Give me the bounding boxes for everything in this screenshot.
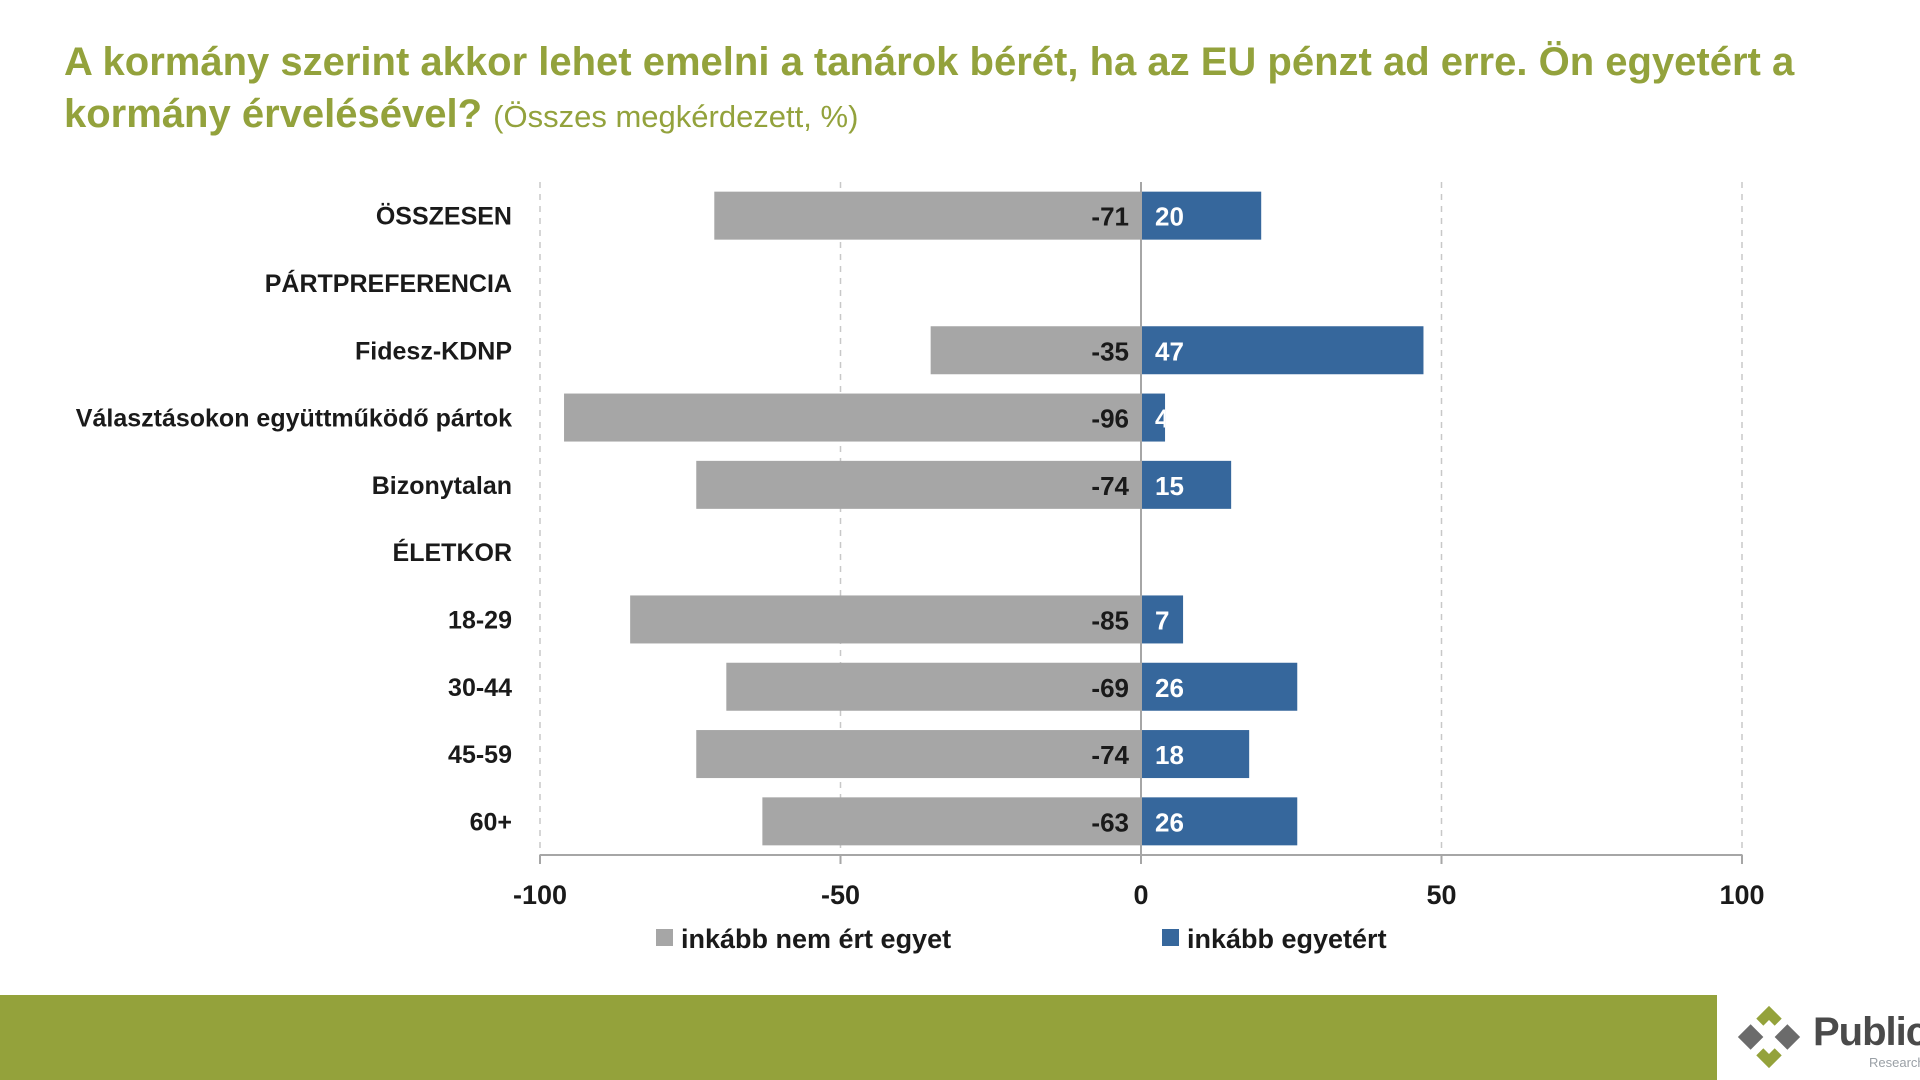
- data-label-agree: 26: [1155, 673, 1184, 703]
- bar-agree: [1141, 595, 1184, 644]
- legend-label: inkább egyetért: [1187, 924, 1387, 954]
- legend-swatch: [1162, 929, 1179, 946]
- legend-swatch: [656, 929, 673, 946]
- category-label: 30-44: [448, 674, 512, 702]
- bar-disagree: [696, 730, 1141, 779]
- bar-agree: [1141, 326, 1424, 375]
- data-label-agree: 4: [1155, 404, 1170, 434]
- chart-x-axis: -100 -50 0 50 100: [513, 182, 1765, 910]
- data-label-disagree: -63: [1091, 807, 1129, 837]
- publicus-logo-mark: [1737, 1005, 1801, 1069]
- bar-disagree: [762, 797, 1141, 846]
- chart-title-main: A kormány szerint akkor lehet emelni a t…: [64, 40, 1795, 136]
- data-label-disagree: -96: [1091, 404, 1129, 434]
- data-label-disagree: -74: [1091, 471, 1129, 501]
- chart-category-labels: ÖSSZESEN PÁRTPREFERENCIA Fidesz-KDNP Válasz…: [76, 202, 512, 837]
- publicus-logo-tagline: Research: [1869, 1055, 1920, 1070]
- chart-grid: [539, 182, 1743, 855]
- bar-disagree: [714, 191, 1141, 240]
- bar-agree: [1141, 191, 1262, 240]
- x-tick-label: 0: [1133, 880, 1148, 910]
- category-label: Bizonytalan: [372, 472, 512, 500]
- data-label-agree: 47: [1155, 336, 1184, 366]
- publicus-logo-brand: Publicus: [1813, 1010, 1920, 1054]
- data-label-agree: 7: [1155, 605, 1169, 635]
- data-label-disagree: -69: [1091, 673, 1129, 703]
- x-tick-label: 100: [1719, 880, 1764, 910]
- data-label-disagree: -35: [1091, 336, 1129, 366]
- footer-bar: [0, 995, 1717, 1080]
- bar-disagree: [726, 662, 1141, 711]
- bar-disagree: [564, 393, 1141, 442]
- x-tick-label: 50: [1426, 880, 1456, 910]
- bar-chart: -71 20 -35 47 -96 4 -74 15 -85 7 -69 26 -74 18 -63 26 Ö…: [76, 182, 1765, 954]
- data-label-disagree: -74: [1091, 740, 1129, 770]
- data-label-agree: 18: [1155, 740, 1184, 770]
- category-label: 60+: [470, 808, 512, 836]
- data-label-disagree: -71: [1091, 202, 1129, 232]
- bar-agree: [1141, 393, 1166, 442]
- category-label: ÉLETKOR: [393, 538, 512, 567]
- bar-agree: [1141, 662, 1298, 711]
- chart-legend: inkább nem ért egyet inkább egyetért: [656, 924, 1387, 954]
- bar-agree: [1141, 797, 1298, 846]
- publicus-logo: Publicus Research: [1717, 995, 1920, 1080]
- x-tick-label: -100: [513, 880, 567, 910]
- data-label-agree: 20: [1155, 202, 1184, 232]
- data-label-agree: 15: [1155, 471, 1184, 501]
- bar-agree: [1141, 730, 1250, 779]
- category-label: ÖSSZESEN: [376, 202, 512, 231]
- category-label: 45-59: [448, 741, 512, 769]
- category-label: PÁRTPREFERENCIA: [265, 269, 512, 298]
- x-tick-label: -50: [821, 880, 860, 910]
- chart-bars: -71 20 -35 47 -96 4 -74 15 -85 7 -69 26 -74 18 -63 26: [564, 191, 1424, 846]
- chart-title: A kormány szerint akkor lehet emelni a t…: [64, 36, 1864, 143]
- category-label: Fidesz-KDNP: [355, 337, 512, 365]
- legend-label: inkább nem ért egyet: [681, 924, 951, 954]
- category-label: Választásokon együttműködő pártok: [76, 405, 512, 433]
- bar-disagree: [630, 595, 1141, 644]
- category-label: 18-29: [448, 606, 512, 634]
- bar-disagree: [930, 326, 1141, 375]
- data-label-agree: 26: [1155, 807, 1184, 837]
- bar-disagree: [696, 460, 1141, 509]
- bar-agree: [1141, 460, 1232, 509]
- chart-subtitle: (Összes megkérdezett, %): [493, 99, 859, 134]
- data-label-disagree: -85: [1091, 605, 1129, 635]
